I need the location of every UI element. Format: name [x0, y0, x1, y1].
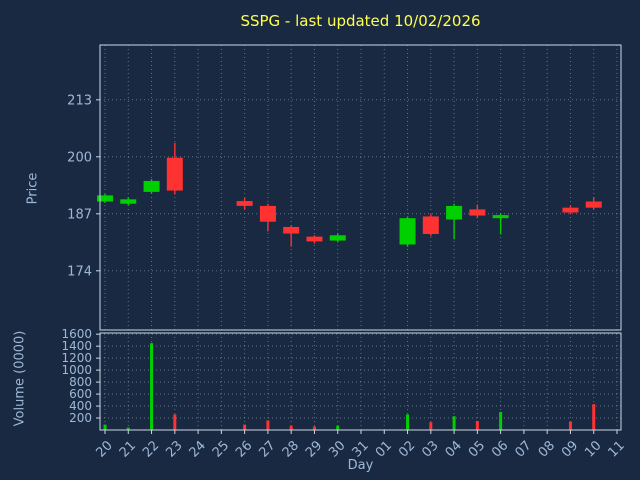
volume-bar: [150, 343, 154, 430]
x-tick-label: 26: [233, 438, 255, 460]
volume-bar: [173, 414, 177, 430]
volume-tick-label: 1400: [61, 339, 92, 353]
candle-body: [143, 180, 160, 192]
volume-bar: [336, 425, 340, 430]
volume-bar: [499, 412, 503, 430]
price-tick-label: 213: [67, 93, 92, 108]
volume-tick-label: 1600: [61, 327, 92, 341]
x-tick-label: 22: [140, 438, 162, 460]
volume-tick-label: 1000: [61, 363, 92, 377]
x-tick-label: 11: [606, 438, 628, 460]
volume-bar: [592, 404, 596, 430]
x-tick-label: 07: [512, 438, 534, 460]
x-tick-label: 01: [373, 438, 395, 460]
x-tick-label: 28: [280, 438, 302, 460]
volume-bar: [429, 422, 433, 430]
x-tick-label: 05: [466, 438, 488, 460]
candle-body: [236, 201, 253, 206]
volume-tick-label: 600: [69, 387, 92, 401]
candle-body: [259, 205, 276, 222]
x-tick-label: 21: [117, 438, 139, 460]
volume-tick-label: 800: [69, 375, 92, 389]
price-pane-border: [99, 44, 622, 331]
candle-body: [446, 205, 463, 220]
candle-body: [306, 236, 323, 242]
price-tick-label: 174: [67, 264, 92, 279]
volume-bar: [266, 420, 270, 430]
x-tick-label: 06: [489, 438, 511, 460]
volume-bar: [312, 426, 316, 430]
volume-tick-label: 400: [69, 399, 92, 413]
x-tick-label: 09: [559, 438, 581, 460]
volume-bar: [406, 414, 410, 430]
volume-tick-label: 200: [69, 411, 92, 425]
candle-body: [399, 218, 416, 245]
x-tick-label: 25: [210, 438, 232, 460]
volume-bar: [243, 424, 247, 430]
candle-body: [283, 226, 300, 234]
volume-tick-label: 1200: [61, 351, 92, 365]
candle-body: [469, 209, 486, 216]
x-tick-label: 04: [443, 438, 465, 460]
x-tick-label: 08: [536, 438, 558, 460]
volume-bar: [475, 421, 479, 430]
x-tick-label: 30: [326, 438, 348, 460]
x-tick-label: 27: [256, 438, 278, 460]
x-tick-label: 23: [163, 438, 185, 460]
volume-bar: [568, 421, 572, 430]
candle-body: [97, 195, 113, 202]
x-tick-label: 10: [582, 438, 604, 460]
candle-body: [120, 199, 137, 204]
volume-bar: [452, 416, 456, 430]
volume-pane-border: [99, 332, 622, 431]
price-tick-label: 187: [67, 207, 92, 222]
x-tick-label: 29: [303, 438, 325, 460]
chart-title: SSPG - last updated 10/02/2026: [240, 12, 481, 30]
x-tick-label: 31: [350, 438, 372, 460]
candle-body: [585, 201, 602, 208]
candle-body: [422, 216, 439, 234]
candle-body: [166, 157, 183, 191]
price-tick-label: 200: [67, 150, 92, 165]
volume-bar: [289, 425, 293, 430]
candle-body: [492, 215, 509, 219]
x-tick-label: 24: [187, 438, 209, 460]
x-axis-label: Day: [347, 458, 374, 473]
candle-body: [562, 207, 579, 213]
volume-bar: [126, 427, 130, 430]
x-tick-label: 03: [419, 438, 441, 460]
candle-body: [329, 235, 346, 241]
volume-bar: [103, 424, 107, 430]
x-tick-label: 20: [94, 438, 116, 460]
x-tick-label: 02: [396, 438, 418, 460]
